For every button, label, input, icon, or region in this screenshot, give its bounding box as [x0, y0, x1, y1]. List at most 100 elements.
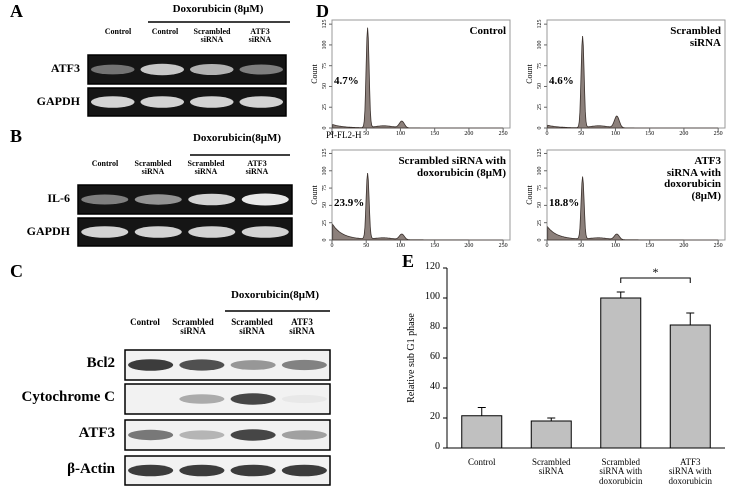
- x-tick-label: 250: [713, 243, 723, 249]
- y-tick-label: 0: [435, 441, 440, 452]
- lane-label: Scrambled siRNA: [193, 27, 231, 45]
- significance-bracket: [620, 277, 691, 283]
- y-tick-label: 120: [425, 261, 440, 272]
- lane-label: Scrambled siRNA: [187, 159, 225, 177]
- y-tick-label: 75: [536, 185, 543, 192]
- x-axis-label: PI-FL2-H: [326, 130, 362, 140]
- y-tick-label: 100: [425, 291, 440, 302]
- blot-band: [128, 429, 174, 441]
- x-tick-label: Control: [467, 457, 496, 467]
- treatment-label: Doxorubicin (8μM): [172, 3, 264, 15]
- blot-band: [188, 226, 236, 238]
- blot-band: [189, 64, 234, 75]
- blot-band: [81, 226, 129, 238]
- percent-label: 4.6%: [549, 75, 574, 87]
- histogram: [332, 27, 504, 129]
- x-tick-label: 50: [363, 243, 370, 249]
- treatment-label: Doxorubicin(8μM): [192, 132, 282, 144]
- y-tick-label: 25: [321, 219, 328, 226]
- y-axis-label: Count: [524, 185, 534, 205]
- y-tick-label: 100: [536, 40, 543, 50]
- lane-label: Control: [151, 27, 179, 36]
- x-tick-label: 250: [498, 243, 508, 249]
- panel-label: E: [402, 251, 415, 271]
- y-tick-label: 75: [321, 185, 328, 192]
- histogram: [332, 172, 504, 241]
- x-tick-label: 200: [679, 243, 689, 249]
- lane-label: Scrambled siRNA: [231, 317, 273, 337]
- histogram-title: Scrambled siRNA with doxorubicin (8μM): [398, 155, 506, 179]
- histogram-title: Scrambled siRNA: [670, 25, 721, 49]
- x-tick-label: 50: [578, 131, 585, 137]
- y-tick-label: 0: [536, 126, 543, 130]
- blot-band: [179, 359, 225, 371]
- blot-band: [179, 464, 225, 477]
- blot-band: [281, 359, 327, 371]
- x-tick-label: 200: [464, 243, 474, 249]
- x-tick-label: Scrambled siRNA: [532, 457, 571, 477]
- row-label: GAPDH: [36, 93, 80, 108]
- histogram-title: ATF3 siRNA with doxorubicin (8μM): [664, 155, 721, 202]
- x-tick-label: ATF3 siRNA with doxorubicin: [668, 457, 713, 486]
- lane-label: Scrambled siRNA: [172, 317, 214, 337]
- x-tick-label: 150: [645, 131, 655, 137]
- y-tick-label: 100: [321, 40, 328, 50]
- x-tick-label: 150: [430, 131, 440, 137]
- blot-band: [241, 193, 289, 206]
- x-tick-label: 50: [363, 131, 370, 137]
- lane-label: ATF3 siRNA: [245, 159, 269, 177]
- x-tick-label: 50: [578, 243, 585, 249]
- y-tick-label: 100: [536, 166, 543, 176]
- row-label: ATF3: [50, 61, 80, 76]
- y-tick-label: 20: [430, 411, 440, 422]
- lane-label: Control: [130, 317, 160, 327]
- y-tick-label: 50: [536, 83, 543, 90]
- blot-band: [241, 226, 289, 238]
- y-axis-label: Count: [309, 64, 319, 84]
- y-tick-label: 60: [430, 351, 440, 362]
- lane-label: ATF3 siRNA: [248, 27, 272, 45]
- blot-band: [239, 96, 284, 108]
- blot-band: [81, 194, 129, 205]
- y-tick-label: 125: [321, 19, 328, 29]
- lane-label: ATF3 siRNA: [289, 317, 315, 337]
- row-label: GAPDH: [26, 223, 70, 238]
- y-tick-label: 50: [321, 202, 328, 209]
- y-tick-label: 125: [321, 148, 328, 158]
- x-tick-label: 200: [464, 131, 474, 137]
- x-tick-label: 250: [498, 131, 508, 137]
- blot-band: [281, 394, 327, 404]
- y-tick-label: 100: [321, 166, 328, 176]
- x-tick-label: 100: [610, 243, 620, 249]
- percent-label: 23.9%: [334, 197, 365, 209]
- treatment-label: Doxorubicin(8μM): [230, 289, 320, 301]
- y-tick-label: 0: [536, 238, 543, 242]
- panel-label: B: [10, 126, 23, 146]
- blot-band: [128, 359, 174, 371]
- y-axis-label: Count: [524, 64, 534, 84]
- blot-band: [179, 394, 225, 404]
- lane-label: Control: [104, 27, 132, 36]
- histogram: [547, 35, 719, 129]
- percent-label: 18.8%: [549, 197, 580, 209]
- x-tick-label: 0: [330, 131, 334, 137]
- blot-band: [281, 430, 327, 440]
- blot-band: [90, 96, 135, 108]
- x-tick-label: 200: [679, 131, 689, 137]
- blot-band: [188, 193, 236, 206]
- row-label: ATF3: [78, 425, 115, 441]
- x-tick-label: 100: [395, 131, 405, 137]
- x-tick-label: Scrambled siRNA with doxorubicin: [599, 457, 643, 486]
- row-label: IL-6: [47, 191, 70, 206]
- y-tick-label: 125: [536, 148, 543, 158]
- row-label: Bcl2: [86, 355, 115, 371]
- blot-band: [90, 64, 135, 75]
- blot-band: [239, 64, 284, 75]
- blot-band: [140, 96, 185, 108]
- blot-frame: [124, 383, 331, 415]
- blot-band: [140, 63, 185, 76]
- x-tick-label: 100: [610, 131, 620, 137]
- blot-band: [230, 393, 276, 405]
- blot-band: [134, 226, 182, 238]
